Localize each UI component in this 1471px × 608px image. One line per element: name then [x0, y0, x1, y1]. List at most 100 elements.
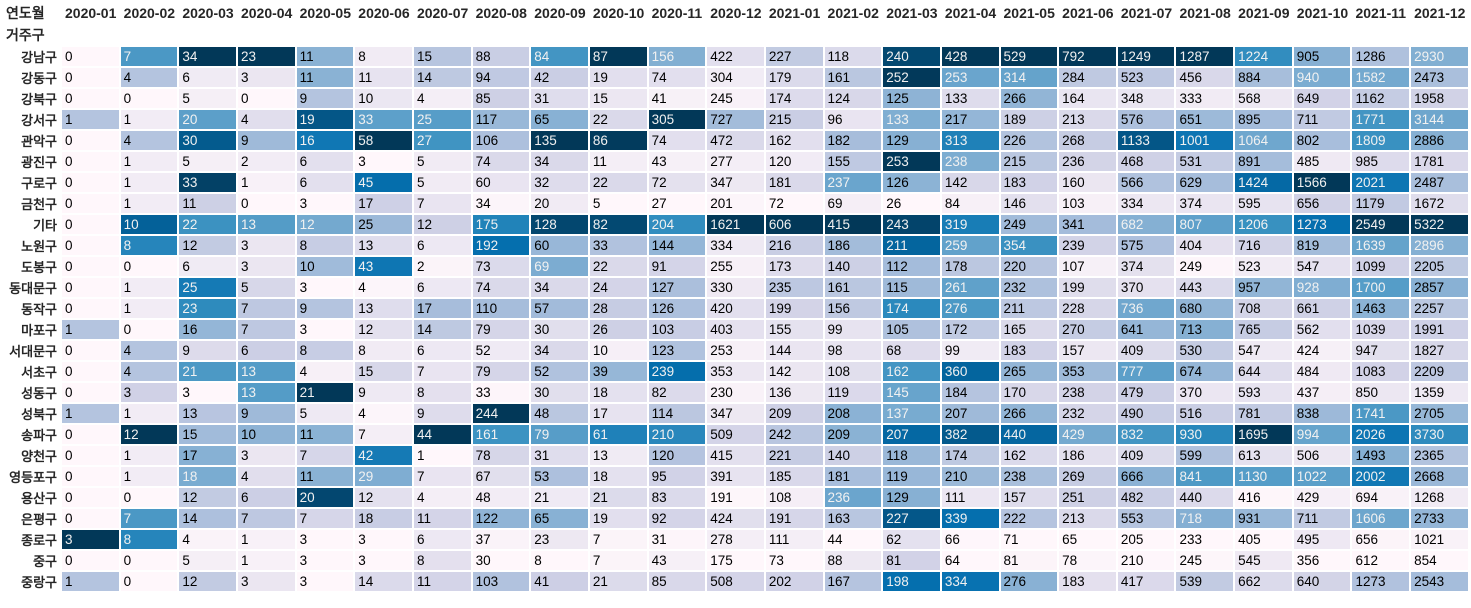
heatmap-cell: 173: [765, 257, 823, 276]
heatmap-cell: 178: [941, 257, 999, 276]
heatmap-cell: 156: [648, 47, 706, 66]
heatmap-cell: 221: [765, 446, 823, 465]
heatmap-cell: 2: [237, 152, 295, 171]
heatmap-cell: 1: [120, 110, 178, 129]
heatmap-cell: 232: [1059, 404, 1116, 423]
heatmap-cell: 348: [1117, 89, 1175, 108]
heatmap-cell: 1958: [1411, 89, 1468, 108]
heatmap-cell: 15: [179, 425, 236, 444]
heatmap-cell: 209: [824, 425, 882, 444]
heatmap-cell: 3: [355, 152, 412, 171]
table-row: 도봉구 0 0 6 3 10 43 2 73 69 22 91 255 173 140 112 178 220 10…: [3, 257, 1468, 276]
heatmap-cell: 11: [413, 572, 471, 591]
heatmap-cell: 66: [941, 530, 999, 549]
heatmap-cell: 2668: [1411, 467, 1468, 486]
heatmap-cell: 78: [1059, 551, 1116, 570]
heatmap-cell: 3: [355, 530, 412, 549]
index-name-spacer: [62, 25, 119, 45]
row-label: 구로구: [3, 173, 60, 192]
heatmap-cell: 7: [237, 299, 295, 318]
heatmap-cell: 133: [941, 89, 999, 108]
heatmap-cell: 13: [355, 236, 412, 255]
heatmap-cell: 1: [62, 404, 119, 423]
index-name-spacer: [942, 25, 999, 45]
heatmap-cell: 19: [296, 110, 354, 129]
heatmap-cell: 1: [120, 299, 178, 318]
heatmap-cell: 5: [296, 404, 354, 423]
column-header: 2021-07: [1120, 5, 1173, 21]
heatmap-cell: 23: [531, 530, 588, 549]
heatmap-cell: 0: [62, 551, 119, 570]
heatmap-cell: 170: [1000, 383, 1058, 402]
heatmap-cell: 27: [648, 194, 706, 213]
heatmap-cell: 2002: [1352, 467, 1410, 486]
heatmap-cell: 233: [1176, 530, 1234, 549]
heatmap-cell: 11: [589, 152, 647, 171]
heatmap-cell: 140: [824, 257, 882, 276]
heatmap-cell: 79: [531, 425, 588, 444]
heatmap-cell: 1179: [1352, 194, 1410, 213]
heatmap-cell: 1273: [1352, 572, 1410, 591]
heatmap-cell: 3144: [1411, 110, 1468, 129]
heatmap-cell: 161: [824, 68, 882, 87]
heatmap-cell: 84: [941, 194, 999, 213]
heatmap-cell: 0: [62, 236, 119, 255]
heatmap-cell: 72: [765, 194, 823, 213]
heatmap-cell: 0: [62, 89, 119, 108]
table-row: 강서구 1 1 20 4 19 33 25 117 65 22 305 727 215 96 133 217 18…: [3, 110, 1468, 129]
heatmap-cell: 1827: [1411, 341, 1468, 360]
index-name-spacer: [825, 25, 882, 45]
heatmap-cell: 244: [472, 404, 530, 423]
heatmap-cell: 606: [765, 215, 823, 234]
heatmap-cell: 226: [1000, 131, 1058, 150]
heatmap-cell: 11: [179, 194, 236, 213]
heatmap-cell: 656: [1293, 194, 1351, 213]
heatmap-cell: 249: [1176, 257, 1234, 276]
column-header: 2021-05: [1003, 5, 1055, 21]
heatmap-cell: 65: [531, 509, 588, 528]
heatmap-cell: 78: [472, 446, 530, 465]
heatmap-cell: 249: [1000, 215, 1058, 234]
heatmap-cell: 440: [1000, 425, 1058, 444]
heatmap-cell: 245: [707, 89, 764, 108]
heatmap-cell: 85: [648, 572, 706, 591]
heatmap-cell: 74: [472, 152, 530, 171]
heatmap-cell: 2209: [1411, 362, 1468, 381]
heatmap-cell: 201: [707, 194, 764, 213]
heatmap-cell: 0: [237, 89, 295, 108]
heatmap-cell: 644: [1235, 362, 1292, 381]
heatmap-cell: 33: [472, 383, 530, 402]
heatmap-cell: 174: [883, 299, 940, 318]
heatmap-cell: 198: [883, 572, 940, 591]
heatmap-cell: 0: [62, 47, 119, 66]
heatmap-cell: 1621: [707, 215, 764, 234]
heatmap-cell: 1359: [1411, 383, 1468, 402]
heatmap-cell: 1083: [1352, 362, 1410, 381]
heatmap-cell: 22: [589, 173, 647, 192]
heatmap-cell: 420: [707, 299, 764, 318]
heatmap-cell: 67: [472, 467, 530, 486]
heatmap-cell: 213: [1059, 509, 1116, 528]
heatmap-cell: 278: [707, 530, 764, 549]
heatmap-cell: 20: [296, 488, 354, 507]
heatmap-cell: 1064: [1235, 131, 1292, 150]
index-name-spacer: [355, 25, 412, 45]
heatmap-cell: 4: [296, 362, 354, 381]
heatmap-cell: 3: [296, 551, 354, 570]
heatmap-cell: 34: [472, 194, 530, 213]
heatmap-cell: 629: [1176, 173, 1234, 192]
heatmap-cell: 2733: [1411, 509, 1468, 528]
index-name-spacer: [414, 25, 471, 45]
heatmap-cell: 133: [883, 110, 940, 129]
heatmap-cell: 662: [1235, 572, 1292, 591]
heatmap-cell: 479: [1117, 383, 1175, 402]
heatmap-cell: 781: [1235, 404, 1292, 423]
heatmap-cell: 666: [1117, 467, 1175, 486]
heatmap-cell: 99: [824, 320, 882, 339]
heatmap-cell: 12: [413, 215, 471, 234]
heatmap-cell: 238: [1059, 383, 1116, 402]
heatmap-cell: 199: [765, 299, 823, 318]
heatmap-cell: 374: [1117, 257, 1175, 276]
heatmap-cell: 12: [296, 215, 354, 234]
heatmap-cell: 651: [1176, 110, 1234, 129]
